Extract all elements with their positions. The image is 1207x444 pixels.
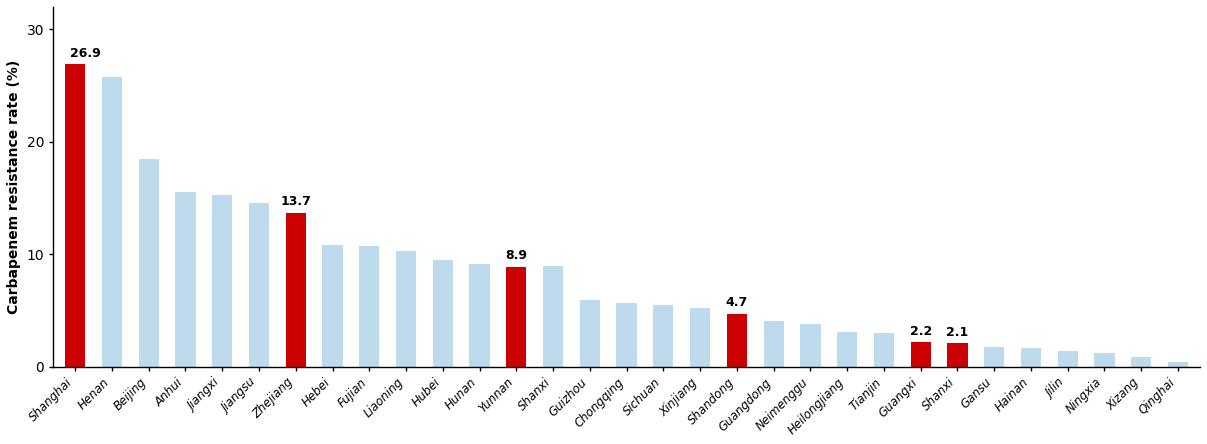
Bar [1021,348,1042,367]
Bar [139,159,159,367]
Text: 8.9: 8.9 [506,249,527,262]
Bar [800,324,821,367]
Bar [1095,353,1114,367]
Bar [690,308,710,367]
Text: 13.7: 13.7 [280,195,311,208]
Bar [874,333,894,367]
Text: 4.7: 4.7 [725,297,748,309]
Bar [432,260,453,367]
Bar [947,343,968,367]
Bar [101,77,122,367]
Bar [212,195,233,367]
Bar [543,266,564,367]
Text: 2.1: 2.1 [946,325,968,339]
Bar [764,321,783,367]
Bar [286,213,305,367]
Bar [984,346,1004,367]
Bar [1168,362,1188,367]
Text: 2.2: 2.2 [910,325,932,337]
Bar [579,301,600,367]
Bar [396,251,416,367]
Bar [1057,351,1078,367]
Bar [470,265,490,367]
Bar [910,342,931,367]
Bar [653,305,674,367]
Bar [506,267,526,367]
Bar [617,303,637,367]
Bar [65,64,86,367]
Bar [322,246,343,367]
Bar [1131,357,1151,367]
Y-axis label: Carbapenem resistance rate (%): Carbapenem resistance rate (%) [7,60,21,314]
Text: 26.9: 26.9 [70,47,100,60]
Bar [836,332,857,367]
Bar [727,314,747,367]
Bar [249,202,269,367]
Bar [360,246,379,367]
Bar [175,193,196,367]
